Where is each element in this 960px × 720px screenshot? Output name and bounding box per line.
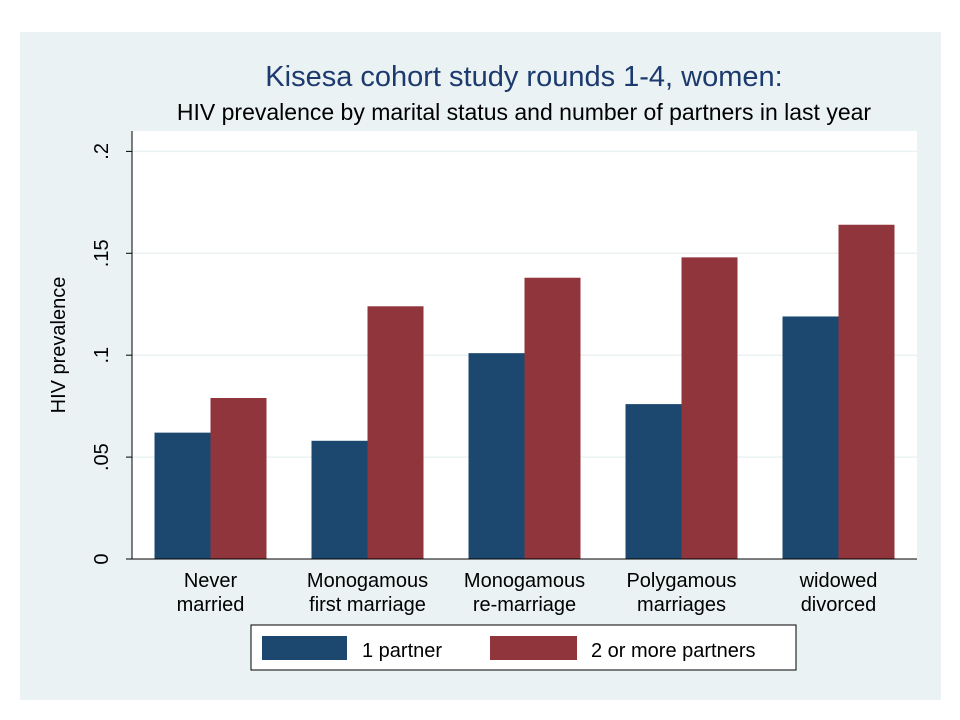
legend: 1 partner 2 or more partners bbox=[250, 624, 797, 671]
x-tick-label: first marriage bbox=[309, 594, 426, 616]
bar-2-or-more-partners bbox=[524, 277, 581, 559]
bar-2-or-more-partners bbox=[681, 257, 738, 559]
chart-subtitle: HIV prevalence by marital status and num… bbox=[177, 99, 872, 125]
x-tick-label: Polygamous bbox=[626, 570, 736, 592]
bar-1-partner bbox=[311, 440, 368, 559]
y-axis-label: HIV prevalence bbox=[48, 277, 70, 414]
y-ticks: 0 .05 .1 .15 .2 bbox=[91, 143, 132, 565]
x-tick-label: Monogamous bbox=[307, 570, 428, 592]
bars bbox=[154, 224, 895, 559]
x-tick-label: widowed bbox=[799, 570, 878, 592]
y-tick-label: .2 bbox=[91, 143, 113, 160]
bar-1-partner bbox=[468, 353, 525, 559]
bar-1-partner bbox=[625, 404, 682, 559]
bar-2-or-more-partners bbox=[367, 306, 424, 559]
y-tick-label: .05 bbox=[91, 443, 113, 471]
legend-label-1-partner: 1 partner bbox=[362, 640, 442, 662]
bar-2-or-more-partners bbox=[210, 397, 267, 559]
x-tick-label: Monogamous bbox=[464, 570, 585, 592]
bar-1-partner bbox=[782, 316, 839, 559]
x-tick-label: marriages bbox=[637, 594, 726, 616]
legend-swatch-2-or-more-partners bbox=[490, 636, 577, 660]
legend-swatch-1-partner bbox=[262, 636, 347, 660]
x-tick-label: divorced bbox=[801, 594, 877, 616]
bar-1-partner bbox=[154, 432, 211, 559]
x-tick-label: married bbox=[177, 594, 245, 616]
y-tick-label: .1 bbox=[91, 347, 113, 364]
y-tick-label: .15 bbox=[91, 239, 113, 267]
x-tick-label: re-marriage bbox=[473, 594, 576, 616]
chart-title: Kisesa cohort study rounds 1-4, women: bbox=[265, 61, 782, 93]
bar-2-or-more-partners bbox=[838, 224, 895, 559]
x-tick-label: Never bbox=[184, 570, 238, 592]
legend-label-2-or-more-partners: 2 or more partners bbox=[591, 640, 756, 662]
y-tick-label: 0 bbox=[91, 553, 113, 564]
